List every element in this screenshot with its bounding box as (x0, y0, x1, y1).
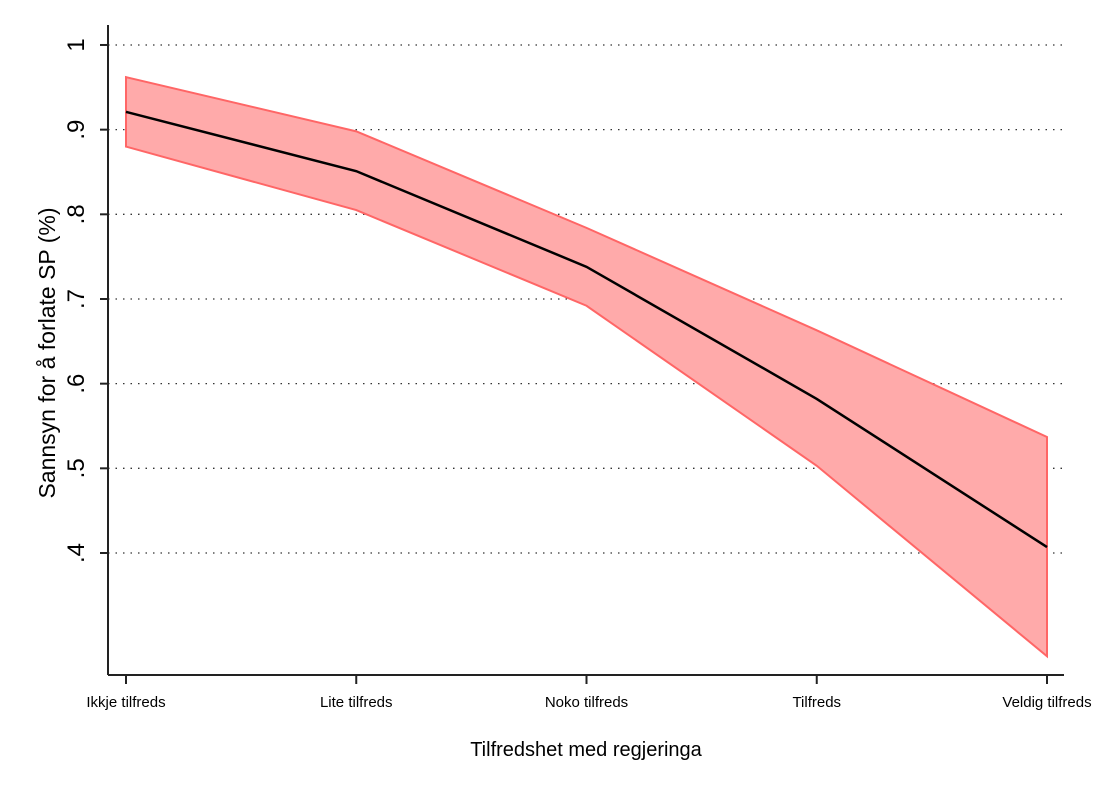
x-tick-label: Ikkje tilfreds (86, 694, 165, 711)
x-tick-label: Tilfreds (792, 694, 841, 711)
y-tick-labels: .4 .5 .6 .7 .8 .9 1 (63, 38, 90, 563)
series-line (125, 110, 1048, 549)
x-tick-label: Lite tilfreds (320, 694, 393, 711)
y-tick-label: .5 (63, 458, 90, 478)
axes (100, 25, 1064, 684)
y-axis-title: Sannsyn for å forlate SP (%) (34, 207, 60, 498)
x-tick-label: Noko tilfreds (545, 694, 628, 711)
x-tick-labels: Ikkje tilfreds Lite tilfreds Noko tilfreds… (86, 694, 1091, 711)
y-tick-label: .9 (63, 120, 90, 140)
y-tick-label: .8 (63, 204, 90, 224)
x-axis-title: Tilfredshet med regjeringa (470, 739, 702, 761)
y-tick-label: .7 (63, 289, 90, 309)
y-tick-label: .6 (63, 374, 90, 394)
x-tick-label: Veldig tilfreds (1002, 694, 1091, 711)
y-tick-label: 1 (63, 38, 90, 51)
y-tick-label: .4 (63, 543, 90, 563)
confidence-band (125, 75, 1048, 659)
